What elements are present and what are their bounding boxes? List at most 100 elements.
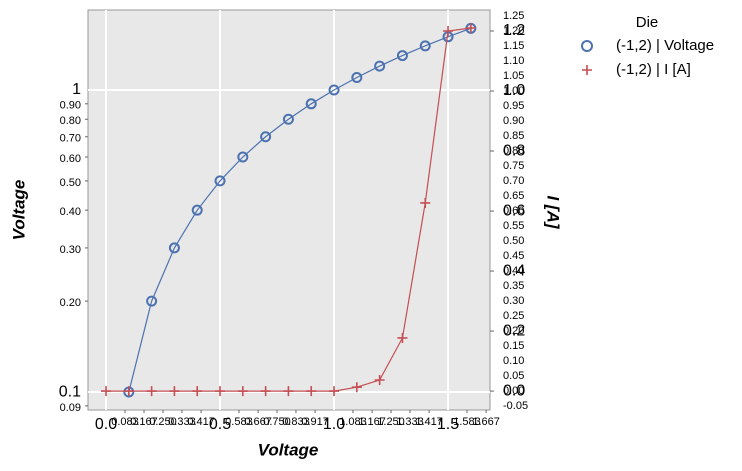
point xyxy=(237,386,248,397)
y-tick-label: 1 xyxy=(72,81,81,98)
point xyxy=(282,113,294,125)
x-minor-tick-label: 0.250 xyxy=(149,416,177,428)
x-minor-tick-label: 0.417 xyxy=(187,416,215,428)
marks xyxy=(101,22,477,398)
x-minor-tick-label: 0.167 xyxy=(130,416,158,428)
x-minor-tick-label: 0.667 xyxy=(244,416,272,428)
point xyxy=(397,332,408,343)
x-minor-tick-label: 0.083 xyxy=(111,416,139,428)
y2-axis-label: I [A] xyxy=(544,195,563,229)
point xyxy=(123,386,134,397)
y-minor-tick-label: 0.90 xyxy=(60,100,81,112)
point xyxy=(214,175,226,187)
x-tick-label: 0.5 xyxy=(209,416,231,433)
y2-tick-label: 0.8 xyxy=(503,142,525,159)
point xyxy=(374,374,385,385)
legend-marker xyxy=(582,65,592,75)
x-tick-label: 0.0 xyxy=(95,416,117,433)
point xyxy=(465,23,476,34)
point xyxy=(351,71,363,83)
point xyxy=(351,382,362,393)
legend-title: Die xyxy=(636,14,659,31)
x-minor-tick-label: 0.750 xyxy=(263,416,291,428)
y2-minor-tick-label: 0.80 xyxy=(503,145,524,157)
y-minor-tick-label: 0.09 xyxy=(60,402,81,414)
x-minor-tick-label: 0.833 xyxy=(282,416,310,428)
point xyxy=(192,386,203,397)
y2-minor-tick-label: 0.25 xyxy=(503,310,524,322)
series-line xyxy=(128,27,472,393)
y-axis-label: Voltage xyxy=(9,180,28,241)
point xyxy=(329,386,340,397)
y2-tick-label: 1.2 xyxy=(503,22,525,39)
y2-minor-tick-label: 1.20 xyxy=(503,25,524,37)
x-minor-tick-label: 0.583 xyxy=(225,416,253,428)
point xyxy=(305,98,317,110)
point xyxy=(306,386,317,397)
x-minor-tick-label: 1.250 xyxy=(377,416,405,428)
x-minor-tick-label: 1.417 xyxy=(415,416,443,428)
y2-tick-label: 0.6 xyxy=(503,202,525,219)
point xyxy=(237,151,249,163)
x-minor-tick-label: 1.083 xyxy=(339,416,367,428)
y2-tick-label: 0.2 xyxy=(503,322,525,339)
plot-area xyxy=(87,9,491,411)
y2-minor-tick-label: 0.50 xyxy=(503,235,524,247)
y2-minor-tick-label: 0.40 xyxy=(503,265,524,277)
x-tick-label: 1.5 xyxy=(437,416,459,433)
y-minor-tick-label: 0.60 xyxy=(60,153,81,165)
x-minor-tick-label: 0.333 xyxy=(168,416,196,428)
point xyxy=(101,386,112,397)
y2-tick-label: 0.0 xyxy=(503,382,525,399)
legend-label: (-1,2) | Voltage xyxy=(616,37,714,54)
y2-minor-tick-label: 1.25 xyxy=(503,10,524,22)
y2-minor-tick-label: 0.35 xyxy=(503,280,524,292)
x-axis-label: Voltage xyxy=(258,440,319,459)
y2-minor-tick-label: 1.10 xyxy=(503,55,524,67)
point xyxy=(443,26,454,37)
point xyxy=(169,386,180,397)
x-tick-label: 1.0 xyxy=(323,416,345,433)
y2-minor-tick-label: 0.05 xyxy=(503,370,524,382)
y2-minor-tick-label: 0.00 xyxy=(503,385,524,397)
y2-minor-tick-label: 0.55 xyxy=(503,220,524,232)
point xyxy=(260,386,271,397)
point xyxy=(146,386,157,397)
y2-minor-tick-label: 0.45 xyxy=(503,250,524,262)
y2-minor-tick-label: 0.10 xyxy=(503,355,524,367)
point xyxy=(215,386,226,397)
y-minor-tick-label: 0.20 xyxy=(60,297,81,309)
point xyxy=(328,84,340,96)
point xyxy=(146,295,158,307)
y2-minor-tick-label: 0.65 xyxy=(503,190,524,202)
y2-tick-label: 1.0 xyxy=(503,82,525,99)
point xyxy=(419,40,431,52)
y-minor-tick-label: 0.70 xyxy=(60,133,81,145)
y2-minor-tick-label: 0.30 xyxy=(503,295,524,307)
y2-minor-tick-label: 1.15 xyxy=(503,40,524,52)
y-minor-tick-label: 0.50 xyxy=(60,177,81,189)
y-minor-tick-label: 0.80 xyxy=(60,115,81,127)
y2-minor-tick-label: 0.95 xyxy=(503,100,524,112)
y2-minor-tick-label: 0.85 xyxy=(503,130,524,142)
y-minor-tick-label: 0.30 xyxy=(60,244,81,256)
x-minor-tick-label: 1.667 xyxy=(472,416,500,428)
point xyxy=(191,204,203,216)
y2-minor-tick-label: 1.00 xyxy=(503,85,524,97)
x-minor-tick-label: 1.333 xyxy=(396,416,424,428)
x-minor-tick-label: 0.917 xyxy=(301,416,329,428)
legend-label: (-1,2) | I [A] xyxy=(616,61,691,78)
x-minor-tick-label: 1.167 xyxy=(358,416,386,428)
point xyxy=(420,197,431,208)
y2-minor-tick-label: 0.60 xyxy=(503,205,524,217)
y2-minor-tick-label: 0.90 xyxy=(503,115,524,127)
y2-minor-tick-label: 0.15 xyxy=(503,340,524,352)
x-minor-tick-label: 1.583 xyxy=(453,416,481,428)
y2-minor-tick-label: -0.05 xyxy=(503,400,528,412)
y2-minor-tick-label: 0.70 xyxy=(503,175,524,187)
y2-minor-tick-label: 0.75 xyxy=(503,160,524,172)
y-tick-label: 0.1 xyxy=(59,383,81,400)
point xyxy=(260,131,272,143)
